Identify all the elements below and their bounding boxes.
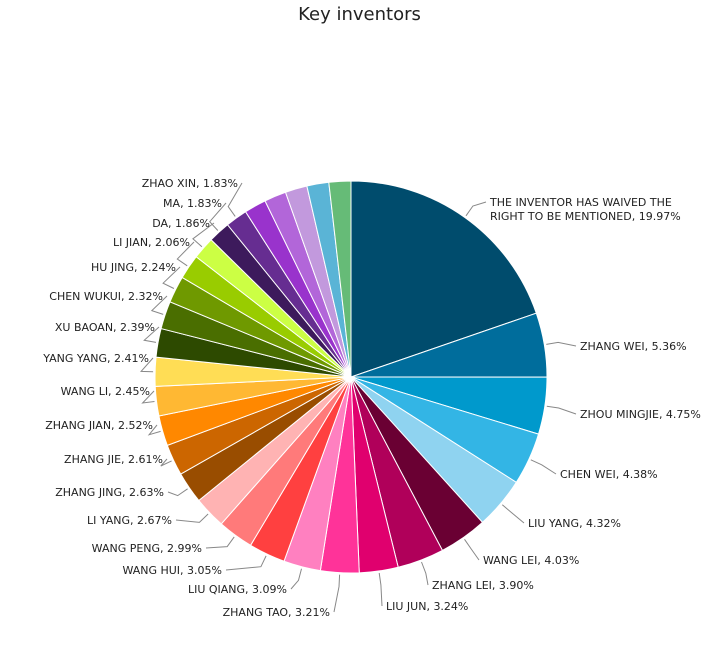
label-leader-line: [379, 573, 382, 606]
label-leader-line: [531, 460, 556, 474]
slice-label: CHEN WUKUI, 2.32%: [49, 290, 163, 303]
label-leader-line: [546, 342, 576, 346]
label-leader-line: [291, 569, 302, 589]
label-leader-line: [547, 406, 576, 414]
label-leader-line: [168, 489, 188, 496]
slice-label: ZHANG LEI, 3.90%: [432, 579, 534, 592]
slice-label: LIU JUN, 3.24%: [386, 600, 468, 613]
slice-label: ZHANG JIE, 2.61%: [64, 453, 163, 466]
label-leader-line: [206, 537, 234, 548]
label-leader-line: [465, 539, 480, 560]
slice-label: WANG LEI, 4.03%: [483, 554, 579, 567]
slice-label: LI JIAN, 2.06%: [113, 236, 190, 249]
label-leader-line: [226, 556, 266, 570]
slice-label: WANG HUI, 3.05%: [122, 564, 222, 577]
slice-label: ZHANG JIAN, 2.52%: [45, 419, 153, 432]
slice-label: ZHANG WEI, 5.36%: [580, 340, 687, 353]
pie-slices: [155, 181, 547, 573]
slice-label: ZHANG TAO, 3.21%: [223, 606, 330, 619]
label-leader-line: [334, 575, 340, 612]
slice-label: THE INVENTOR HAS WAIVED THERIGHT TO BE M…: [489, 196, 681, 223]
slice-label: LIU QIANG, 3.09%: [188, 583, 287, 596]
slice-label: WANG LI, 2.45%: [61, 385, 150, 398]
slice-label: LIU YANG, 4.32%: [528, 517, 621, 530]
label-leader-line: [176, 514, 208, 522]
slice-label: HU JING, 2.24%: [91, 261, 176, 274]
slice-label: DA, 1.86%: [152, 217, 210, 230]
slice-label: ZHANG JING, 2.63%: [55, 486, 164, 499]
slice-label: WANG PENG, 2.99%: [92, 542, 202, 555]
slice-label: ZHOU MINGJIE, 4.75%: [580, 408, 701, 421]
slice-label: XU BAOAN, 2.39%: [55, 321, 155, 334]
label-leader-line: [422, 562, 429, 585]
slice-label: LI YANG, 2.67%: [87, 514, 172, 527]
label-leader-line: [466, 202, 486, 216]
slice-label: MA, 1.83%: [163, 197, 222, 210]
slice-label: CHEN WEI, 4.38%: [560, 468, 658, 481]
slice-label: ZHAO XIN, 1.83%: [142, 177, 238, 190]
label-leader-line: [502, 505, 524, 523]
slice-label: YANG YANG, 2.41%: [42, 352, 149, 365]
